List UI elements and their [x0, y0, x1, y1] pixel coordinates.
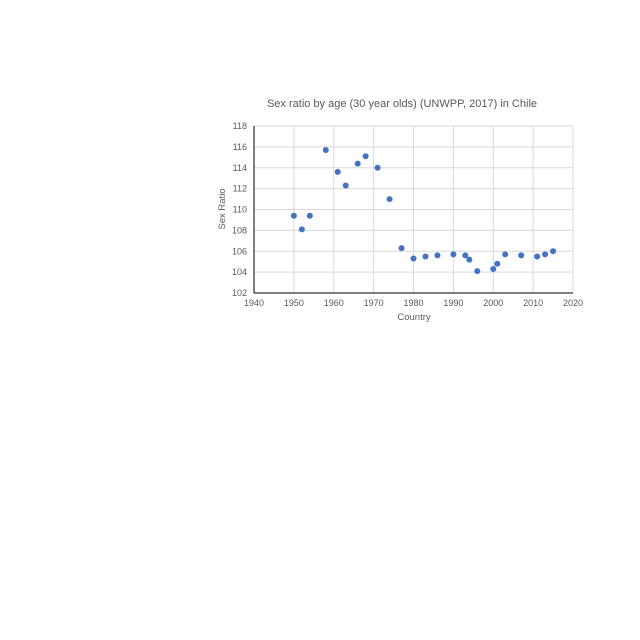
- data-point: [434, 252, 441, 259]
- axis-layer: [253, 126, 573, 294]
- y-tick-label: 106: [232, 246, 247, 256]
- chart-title: Sex ratio by age (30 year olds) (UNWPP, …: [267, 98, 537, 110]
- data-point: [422, 253, 429, 260]
- y-tick-label: 116: [233, 142, 247, 152]
- data-point: [450, 251, 457, 258]
- data-point: [306, 212, 313, 219]
- tick-labels: 102 104 106 108 110 112 114 116 118 1940 1950 1960 1…: [232, 121, 583, 308]
- x-axis-title: Country: [397, 312, 431, 323]
- data-point: [374, 164, 381, 171]
- x-tick-label: 1960: [324, 298, 344, 308]
- data-points: [290, 147, 557, 275]
- x-tick-label: 2020: [563, 298, 583, 308]
- y-tick-label: 110: [233, 205, 247, 215]
- data-point: [494, 260, 501, 267]
- data-point: [354, 160, 361, 167]
- x-tick-label: 1980: [403, 298, 423, 308]
- x-tick-label: 2010: [523, 298, 543, 308]
- data-point: [334, 168, 341, 175]
- data-point: [474, 268, 481, 275]
- data-point: [462, 252, 469, 259]
- y-axis-title: Sex Ratio: [217, 188, 228, 229]
- y-tick-label: 102: [232, 288, 247, 298]
- data-point: [298, 226, 305, 233]
- y-tick-label: 104: [232, 267, 247, 277]
- data-point: [410, 255, 417, 262]
- y-tick-label: 108: [232, 225, 247, 235]
- data-point: [398, 245, 405, 252]
- data-point: [342, 182, 349, 189]
- data-point: [290, 212, 297, 219]
- data-point: [466, 256, 473, 263]
- data-point: [322, 147, 329, 154]
- x-tick-label: 1970: [364, 298, 384, 308]
- data-point: [534, 253, 541, 260]
- data-point: [386, 196, 393, 203]
- data-point: [542, 251, 549, 258]
- x-tick-label: 1990: [443, 298, 463, 308]
- y-tick-label: 118: [233, 121, 247, 131]
- y-tick-label: 112: [233, 184, 247, 194]
- y-tick-label: 114: [233, 163, 247, 173]
- data-point: [550, 248, 557, 255]
- data-point: [502, 251, 509, 258]
- data-point: [518, 252, 525, 259]
- grid-layer: [254, 125, 574, 293]
- x-tick-label: 1940: [244, 298, 264, 308]
- x-tick-label: 2000: [483, 298, 503, 308]
- data-point: [362, 153, 369, 160]
- x-tick-label: 1950: [284, 298, 304, 308]
- data-point: [490, 265, 497, 272]
